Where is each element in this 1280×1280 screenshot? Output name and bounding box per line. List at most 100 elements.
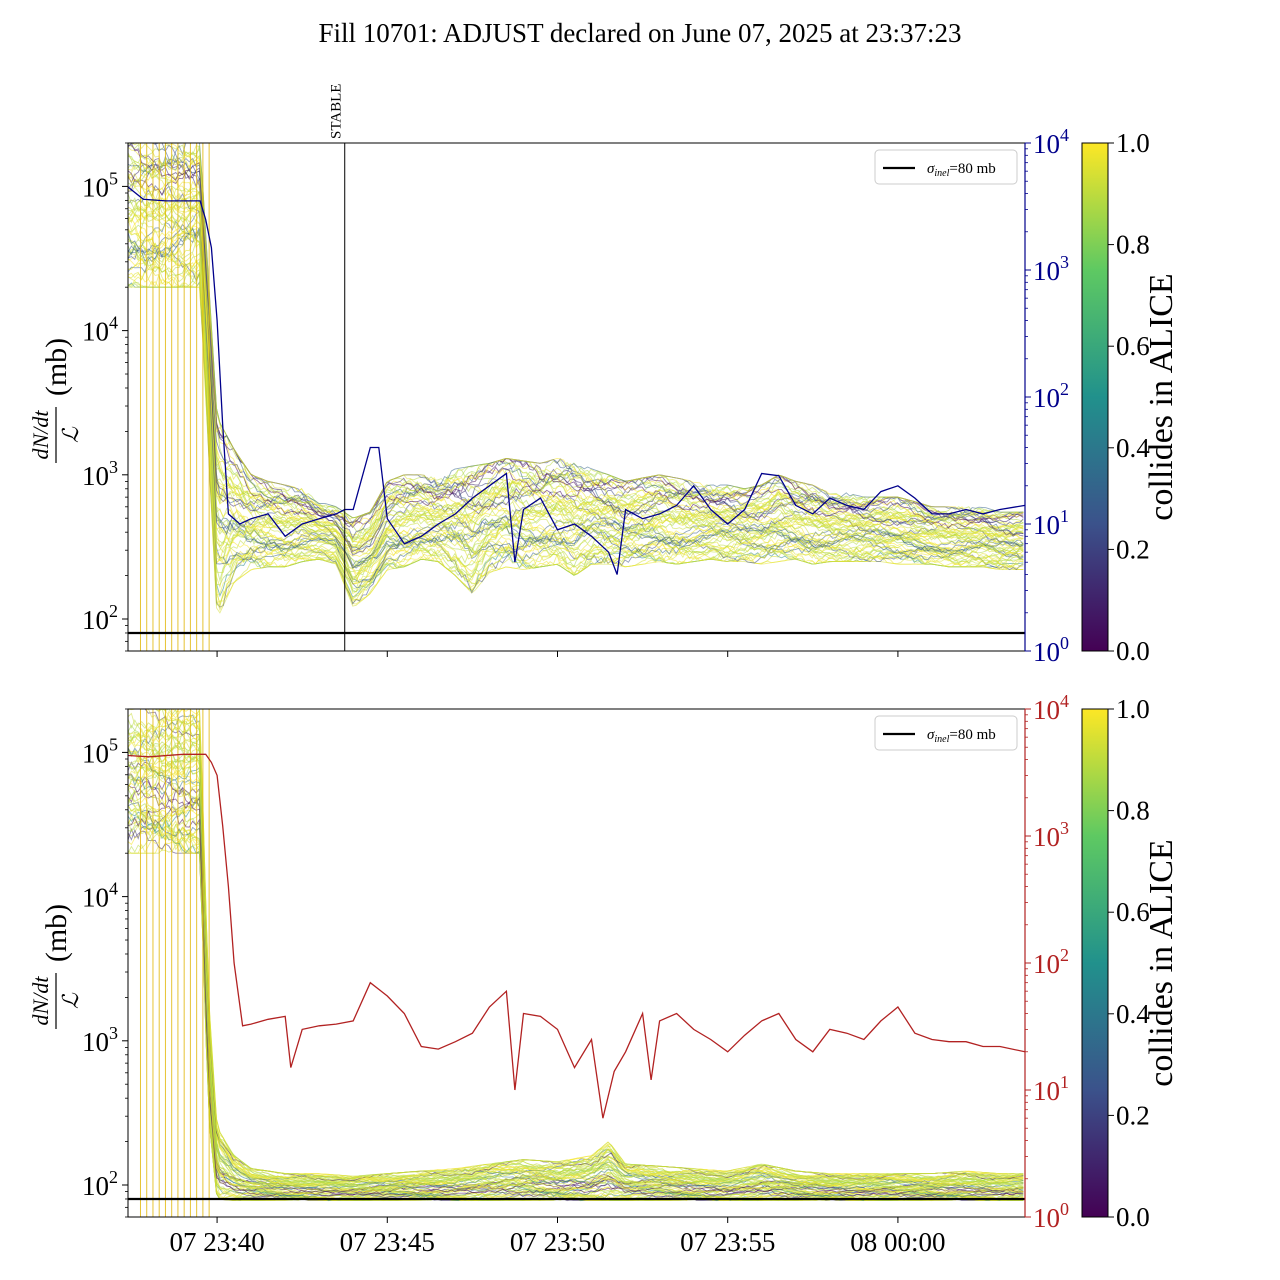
bottom-bunch-trace xyxy=(128,797,1024,1199)
top-bunch-trace xyxy=(128,145,1024,521)
bottom-y2-tick-label: 104 xyxy=(1033,691,1069,725)
bottom-bunch-trace xyxy=(128,729,1024,1187)
bottom-y-tick-label: 105 xyxy=(82,734,118,768)
bottom-spike-lines xyxy=(139,709,210,1217)
top-bunch-trace xyxy=(128,239,1024,606)
bottom-bunch-trace xyxy=(128,755,1024,1192)
bottom-colorbar-tick-label: 0.6 xyxy=(1116,897,1150,927)
bottom-y-tick-label: 102 xyxy=(82,1167,118,1201)
top-bunch-trace xyxy=(128,200,1024,581)
bottom-bunch-trace xyxy=(128,709,1024,1180)
top-y2-tick-label: 100 xyxy=(1033,633,1069,667)
top-bunch-trace xyxy=(128,246,1024,611)
top-panel: STABLE 102 103 104 105 100 101 102 103 104 dN/dt ℒ (… xyxy=(28,84,1180,667)
bottom-y2-tick-label: 101 xyxy=(1033,1072,1069,1106)
bottom-bunch-trace xyxy=(128,748,1024,1188)
bottom-y2-tick-label: 103 xyxy=(1033,818,1069,852)
bottom-bunch-trace xyxy=(128,739,1024,1189)
top-y2-tick-label: 101 xyxy=(1033,506,1069,540)
bottom-bunch-trace xyxy=(128,713,1024,1183)
bottom-bunch-trace xyxy=(128,777,1024,1195)
top-bunch-trace xyxy=(128,143,1024,519)
bottom-colorbar-tick-label: 1.0 xyxy=(1116,694,1150,724)
top-bunch-trace xyxy=(128,201,1024,578)
bottom-bunch-trace xyxy=(128,832,1024,1202)
bottom-bunch-trace xyxy=(128,812,1024,1199)
top-bunch-traces xyxy=(128,143,1024,614)
top-colorbar-tick-label: 1.0 xyxy=(1116,128,1150,158)
top-bunch-trace xyxy=(128,143,1024,520)
bottom-y-tick-label: 104 xyxy=(82,879,118,913)
bottom-bunch-trace xyxy=(128,763,1024,1193)
top-bunch-trace xyxy=(128,186,1024,555)
bottom-bunch-trace xyxy=(128,809,1024,1201)
bottom-bunch-trace xyxy=(128,786,1024,1195)
bottom-bunch-trace xyxy=(128,747,1024,1190)
top-bunch-trace xyxy=(128,143,1024,520)
top-y-label-numerator: dN/dt xyxy=(28,410,53,460)
bottom-colorbar-tick-label: 0.0 xyxy=(1116,1202,1150,1232)
bottom-x-tick-label: 07 23:45 xyxy=(340,1227,435,1257)
top-bunch-trace xyxy=(128,230,1024,585)
bottom-bunch-trace xyxy=(128,712,1024,1182)
bottom-bunch-trace xyxy=(128,747,1024,1187)
bottom-y-label-denominator: ℒ xyxy=(58,992,83,1009)
bottom-colorbar-tick-label: 0.4 xyxy=(1116,999,1150,1029)
bottom-bunch-trace xyxy=(128,735,1024,1186)
bottom-bunch-trace xyxy=(128,809,1024,1202)
bottom-bunch-trace xyxy=(128,817,1024,1202)
top-colorbar-tick-label: 0.2 xyxy=(1116,534,1150,564)
top-y2-tick-label: 102 xyxy=(1033,379,1069,413)
bottom-colorbar xyxy=(1081,708,1109,1218)
top-colorbar xyxy=(1081,142,1109,652)
bottom-bunch-trace xyxy=(128,709,1024,1181)
top-bunch-trace xyxy=(128,190,1024,541)
top-y-axis-label: dN/dt ℒ (mb) xyxy=(28,338,83,463)
bottom-x-tick-label: 08 00:00 xyxy=(850,1227,945,1257)
bottom-bunch-trace xyxy=(128,761,1024,1193)
bottom-y2-tick-label: 100 xyxy=(1033,1199,1069,1233)
bottom-bunch-trace xyxy=(128,757,1024,1192)
top-y-tick-label: 105 xyxy=(82,168,118,202)
bottom-bunch-trace xyxy=(128,794,1024,1196)
top-legend-label: σinel=80 mb xyxy=(927,161,996,179)
bottom-bunch-trace xyxy=(128,709,1024,1181)
bottom-bunch-trace xyxy=(128,818,1024,1202)
bottom-bunch-trace xyxy=(128,718,1024,1183)
bottom-bunch-trace xyxy=(128,740,1024,1189)
top-y2-tick-label: 103 xyxy=(1033,252,1069,286)
top-bunch-trace xyxy=(128,237,1024,590)
bottom-legend-label: σinel=80 mb xyxy=(927,727,996,745)
top-y-tick-label: 103 xyxy=(82,457,118,491)
bottom-bunch-trace xyxy=(128,737,1024,1187)
bottom-bunch-trace xyxy=(128,709,1024,1183)
top-bunch-trace xyxy=(128,158,1024,527)
top-bunch-trace xyxy=(128,245,1024,583)
bottom-bunch-trace xyxy=(128,794,1024,1199)
top-bunch-trace xyxy=(128,173,1024,537)
top-colorbar-label: collides in ALICE xyxy=(1143,273,1180,520)
top-bunch-trace xyxy=(128,225,1024,577)
top-secondary-series-line xyxy=(128,186,1025,575)
bottom-x-tick-label: 07 23:55 xyxy=(680,1227,775,1257)
bottom-colorbar-tick-label: 0.8 xyxy=(1116,796,1150,826)
bottom-bunch-trace xyxy=(128,709,1024,1180)
bottom-x-tick-label: 07 23:40 xyxy=(169,1227,264,1257)
bottom-bunch-trace xyxy=(128,750,1024,1188)
top-y2-tick-label: 104 xyxy=(1033,125,1069,159)
bottom-y2-tick-label: 102 xyxy=(1033,945,1069,979)
bottom-bunch-trace xyxy=(128,810,1024,1202)
bottom-bunch-trace xyxy=(128,809,1024,1201)
bottom-y-axis-label: dN/dt ℒ (mb) xyxy=(28,904,83,1029)
top-colorbar-tick-label: 0.0 xyxy=(1116,636,1150,666)
bottom-bunch-trace xyxy=(128,766,1024,1194)
bottom-y-tick-label: 103 xyxy=(82,1023,118,1057)
bottom-bunch-trace xyxy=(128,784,1024,1197)
bottom-bunch-trace xyxy=(128,805,1024,1201)
bottom-bunch-trace xyxy=(128,763,1024,1193)
bottom-x-tick-label: 07 23:50 xyxy=(510,1227,605,1257)
bottom-bunch-trace xyxy=(128,744,1024,1190)
top-y-tick-label: 102 xyxy=(82,601,118,635)
top-legend: σinel=80 mb xyxy=(874,149,1018,185)
bottom-bunch-trace xyxy=(128,780,1024,1196)
